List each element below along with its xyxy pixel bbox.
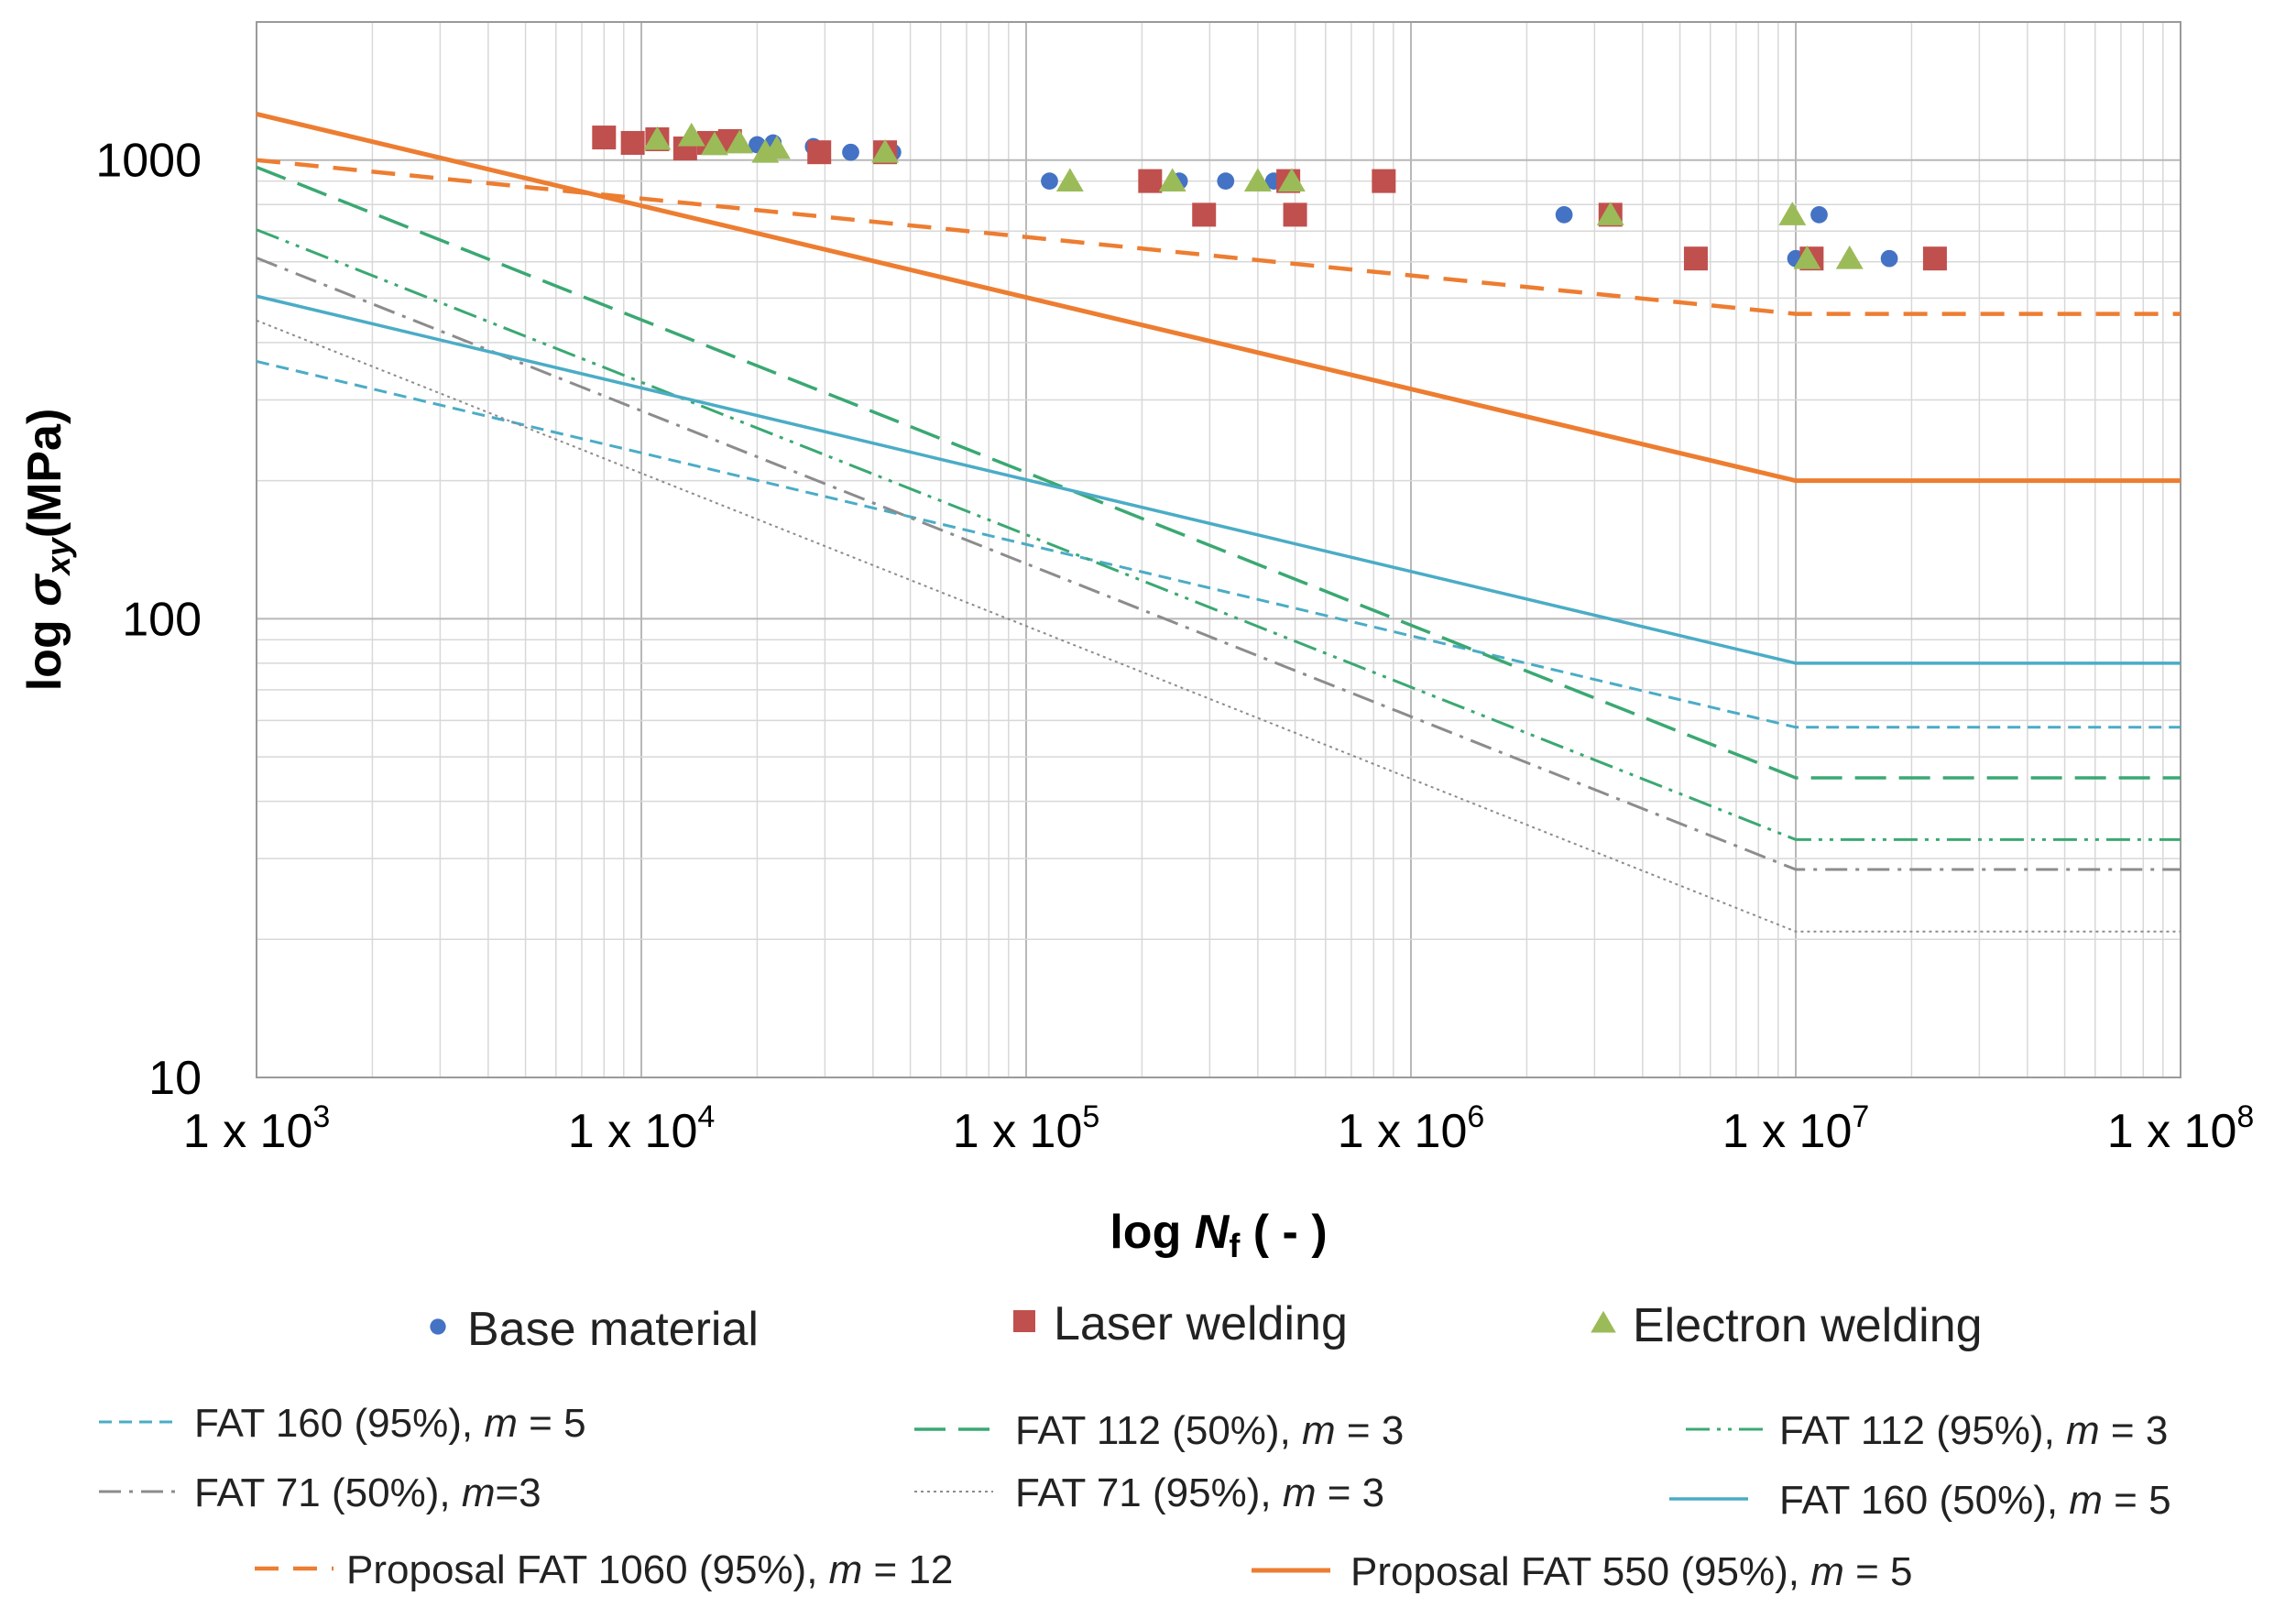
series-line bbox=[256, 319, 2181, 933]
marker-circle bbox=[1810, 206, 1828, 224]
series-line bbox=[256, 294, 2181, 665]
marker-triangle bbox=[643, 126, 672, 150]
design-curves bbox=[256, 112, 2181, 933]
plot-area-border bbox=[256, 21, 2181, 1078]
legend-label: Electron welding bbox=[1633, 1299, 1983, 1352]
marker-square bbox=[620, 130, 645, 155]
marker-triangle bbox=[871, 138, 900, 163]
x-tick-label: 1 x 107 bbox=[1722, 1099, 1870, 1158]
legend-label: FAT 160 (50%), m = 5 bbox=[1779, 1478, 2171, 1523]
series-line bbox=[256, 165, 2181, 780]
x-axis-title: log Nf ( - ) bbox=[1110, 1206, 1327, 1264]
tick-labels: 1 x 103 1 x 104 1 x 105 1 x 106 1 x 107 1 x 1… bbox=[95, 135, 2254, 1158]
y-tick-label: 100 bbox=[122, 593, 202, 646]
marker-square bbox=[807, 140, 832, 165]
marker-triangle bbox=[1793, 245, 1821, 269]
marker-circle bbox=[1555, 206, 1573, 224]
legend-label: FAT 160 (95%), m = 5 bbox=[194, 1401, 586, 1446]
test-data-points bbox=[592, 122, 1947, 271]
marker-square bbox=[1192, 202, 1217, 227]
marker-square bbox=[1283, 202, 1307, 227]
marker-circle bbox=[1217, 172, 1235, 190]
series-line bbox=[256, 257, 2181, 871]
marker-square bbox=[1922, 246, 1947, 271]
series-line bbox=[256, 228, 2181, 841]
legend-label: FAT 71 (95%), m = 3 bbox=[1015, 1470, 1384, 1515]
x-tick-label: 1 x 106 bbox=[1338, 1099, 1485, 1158]
x-tick-label: 1 x 108 bbox=[2107, 1099, 2255, 1158]
legend: Base material Laser welding Electron weldi… bbox=[99, 1297, 2171, 1594]
x-tick-label: 1 x 105 bbox=[953, 1099, 1100, 1158]
marker-square bbox=[1683, 246, 1708, 271]
marker-circle bbox=[430, 1318, 446, 1335]
marker-square bbox=[1372, 169, 1396, 193]
x-tick-label: 1 x 104 bbox=[568, 1099, 716, 1158]
marker-triangle bbox=[1243, 168, 1272, 192]
marker-triangle bbox=[677, 122, 705, 147]
marker-square bbox=[1138, 169, 1163, 193]
series-line bbox=[256, 158, 2181, 316]
marker-triangle bbox=[1158, 168, 1186, 192]
legend-label: FAT 112 (50%), m = 3 bbox=[1015, 1408, 1404, 1453]
marker-triangle bbox=[1055, 168, 1084, 192]
marker-circle bbox=[1041, 172, 1058, 190]
y-tick-label: 1000 bbox=[95, 135, 202, 188]
marker-square bbox=[592, 126, 617, 150]
marker-triangle bbox=[1591, 1310, 1616, 1333]
legend-label: Base material bbox=[467, 1303, 759, 1356]
marker-triangle bbox=[726, 129, 754, 154]
marker-triangle bbox=[1835, 245, 1864, 269]
marker-triangle bbox=[700, 131, 728, 156]
legend-label: FAT 71 (50%), m=3 bbox=[194, 1470, 541, 1515]
legend-label: Proposal FAT 550 (95%), m = 5 bbox=[1350, 1549, 1912, 1594]
marker-circle bbox=[1880, 249, 1898, 268]
marker-triangle bbox=[1778, 202, 1807, 225]
marker-triangle bbox=[762, 135, 791, 159]
y-axis-title: log σxy(MPa) bbox=[18, 409, 77, 692]
legend-label: Proposal FAT 1060 (95%), m = 12 bbox=[346, 1547, 953, 1592]
marker-triangle bbox=[1596, 202, 1624, 225]
series-line bbox=[256, 359, 2181, 729]
legend-label: FAT 112 (95%), m = 3 bbox=[1779, 1408, 2168, 1453]
marker-circle bbox=[842, 143, 859, 161]
x-tick-label: 1 x 103 bbox=[183, 1099, 331, 1158]
y-tick-label: 10 bbox=[148, 1052, 202, 1105]
marker-triangle bbox=[1277, 168, 1306, 192]
series-line bbox=[256, 112, 2181, 484]
grid bbox=[256, 21, 2181, 1078]
marker-square bbox=[1013, 1310, 1035, 1332]
legend-label: Laser welding bbox=[1054, 1297, 1348, 1350]
